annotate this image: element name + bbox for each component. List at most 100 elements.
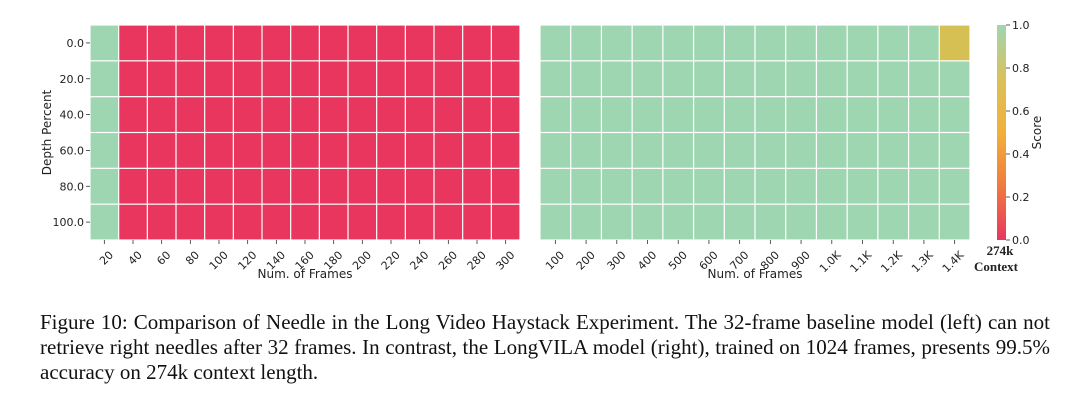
colorbar-label: Score — [1030, 116, 1044, 150]
left-cell — [291, 204, 319, 240]
left-cell — [233, 204, 262, 240]
right-x-tick-label: 1.1K — [848, 248, 875, 275]
right-cell — [786, 25, 816, 61]
left-x-tick-label: 240 — [407, 249, 431, 273]
left-cell — [262, 133, 291, 168]
left-cell — [405, 25, 434, 61]
right-cell — [878, 97, 908, 132]
right-cell — [847, 204, 878, 240]
right-cell — [724, 25, 755, 61]
left-cell — [147, 97, 176, 132]
right-cell — [694, 61, 724, 97]
left-cell — [205, 168, 233, 204]
left-cell — [233, 133, 262, 168]
right-cell — [817, 133, 847, 168]
left-cell — [119, 204, 147, 240]
left-cell — [176, 168, 205, 204]
left-cell — [405, 61, 434, 97]
right-cell — [540, 25, 571, 61]
right-cell — [755, 61, 786, 97]
left-cell — [205, 61, 233, 97]
left-x-tick-label: 280 — [465, 249, 489, 273]
colorbar-tick-label: 1.0 — [1012, 19, 1030, 32]
right-cell — [755, 25, 786, 61]
right-cell — [663, 25, 693, 61]
right-plot-area — [540, 25, 970, 240]
colorbar-tick-label: 0.4 — [1012, 148, 1030, 161]
right-cell — [847, 168, 878, 204]
right-x-tick-label: 1.3K — [909, 248, 936, 275]
left-cell — [463, 25, 491, 61]
right-cell — [939, 61, 970, 97]
right-cell — [540, 204, 571, 240]
left-cell — [147, 204, 176, 240]
left-cell — [405, 204, 434, 240]
right-cell — [939, 168, 970, 204]
left-cell — [463, 61, 491, 97]
left-cell — [291, 168, 319, 204]
right-cell — [817, 97, 847, 132]
right-cell — [540, 168, 571, 204]
colorbar-tick-label: 0.8 — [1012, 62, 1030, 75]
left-cell — [262, 168, 291, 204]
right-cell — [571, 97, 601, 132]
right-cell — [571, 204, 601, 240]
right-cell — [632, 97, 663, 132]
right-cell — [909, 204, 939, 240]
left-cell — [463, 204, 491, 240]
right-cell — [602, 168, 632, 204]
left-cell — [90, 97, 119, 132]
left-cell — [463, 168, 491, 204]
colorbar-tick-label: 0.6 — [1012, 105, 1030, 118]
right-cell — [817, 168, 847, 204]
left-cell — [176, 25, 205, 61]
right-cell — [755, 133, 786, 168]
left-cell — [434, 133, 463, 168]
right-cell — [817, 61, 847, 97]
left-cell — [377, 61, 405, 97]
right-cell — [602, 204, 632, 240]
left-x-tick-label: 300 — [493, 249, 517, 273]
left-cell — [233, 61, 262, 97]
right-cell — [540, 133, 571, 168]
right-cell — [847, 61, 878, 97]
colorbar: 1.0 0.8 0.6 0.4 0.2 0.0 Score — [997, 19, 1044, 247]
left-y-tick-label: 0.0 — [67, 37, 85, 50]
left-cell — [491, 168, 520, 204]
right-cell — [540, 61, 571, 97]
left-x-axis-label: Num. of Frames — [258, 267, 353, 281]
context-annotation-line-2: Context — [974, 259, 1019, 274]
right-x-tick-label: 1.4K — [940, 248, 967, 275]
right-cell — [632, 25, 663, 61]
left-cell — [434, 204, 463, 240]
right-cell — [878, 61, 908, 97]
right-cell — [602, 61, 632, 97]
right-cell — [817, 25, 847, 61]
left-cell — [90, 168, 119, 204]
right-cell — [817, 204, 847, 240]
colorbar-gradient — [997, 25, 1006, 240]
right-cell — [909, 133, 939, 168]
left-x-tick-label: 100 — [207, 249, 231, 273]
left-y-tick-label: 20.0 — [60, 73, 85, 86]
left-cell — [262, 25, 291, 61]
right-cell — [878, 25, 908, 61]
left-cell — [377, 97, 405, 132]
right-heatmap: 100 200 300 400 500 600 700 800 900 1.0K 1.1K 1.2K 1… — [540, 25, 970, 281]
left-cell — [119, 168, 147, 204]
left-x-tick-label: 220 — [379, 249, 403, 273]
right-cell — [878, 204, 908, 240]
right-cell — [724, 133, 755, 168]
left-cell — [90, 133, 119, 168]
right-cell — [755, 168, 786, 204]
left-cell — [262, 61, 291, 97]
right-cell — [755, 97, 786, 132]
left-x-tick-label: 120 — [235, 249, 259, 273]
right-cell — [602, 97, 632, 132]
left-y-tick-label: 40.0 — [60, 109, 85, 122]
left-y-axis-label: Depth Percent — [40, 89, 54, 175]
left-cell — [348, 61, 377, 97]
left-cell — [90, 204, 119, 240]
right-cell — [939, 25, 970, 61]
